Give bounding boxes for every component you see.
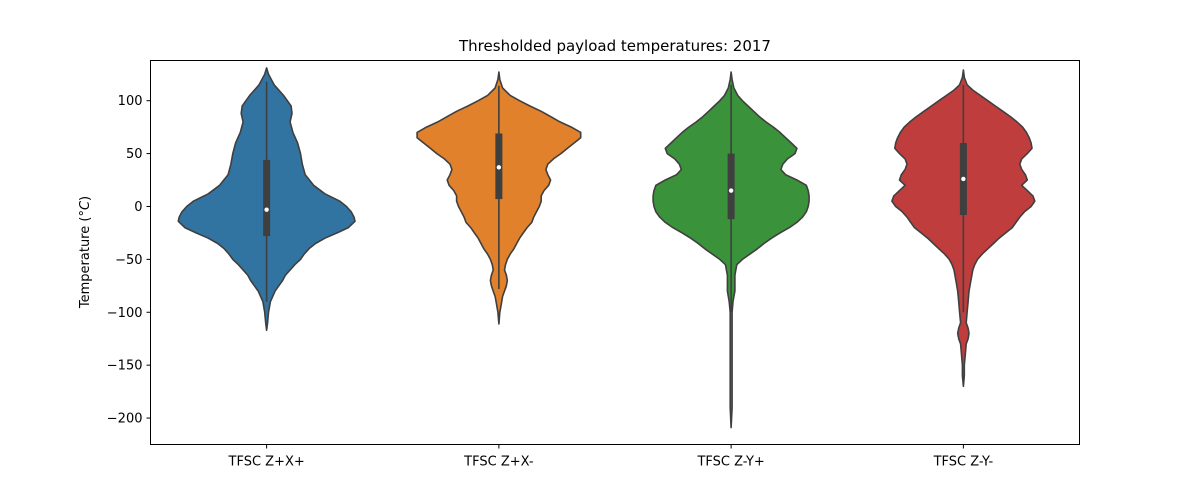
violin-median-point bbox=[496, 165, 502, 170]
x-tick-label: TFSC Z-Y- bbox=[933, 455, 994, 470]
violin-median-point bbox=[728, 188, 734, 193]
y-tick-label: −150 bbox=[107, 359, 143, 374]
y-tick-label: 0 bbox=[134, 200, 142, 215]
violin-iqr-box bbox=[727, 153, 735, 220]
violin-iqr-box bbox=[263, 159, 271, 237]
y-tick-label: −100 bbox=[107, 306, 143, 321]
x-tick-label: TFSC Z+X+ bbox=[228, 455, 305, 470]
x-tick-label: TFSC Z+X- bbox=[463, 455, 534, 470]
violin-median-point bbox=[961, 176, 966, 182]
boxes-layer bbox=[263, 81, 967, 313]
x-tick-label: TFSC Z-Y+ bbox=[696, 455, 764, 470]
x-axis: TFSC Z+X+ TFSC Z+X- TFSC Z-Y+ TFSC Z-Y- bbox=[228, 444, 994, 470]
y-axis: 100 50 0 −50 −100 −150 −200 bbox=[107, 94, 151, 427]
violin-median-point bbox=[264, 207, 269, 212]
chart-title: Thresholded payload temperatures: 2017 bbox=[458, 37, 771, 55]
y-tick-label: 100 bbox=[118, 94, 143, 109]
violins-layer bbox=[177, 67, 1036, 429]
y-tick-label: 50 bbox=[126, 147, 143, 162]
y-tick-label: −200 bbox=[107, 412, 143, 427]
plot-frame bbox=[150, 60, 1080, 445]
y-tick-label: −50 bbox=[115, 253, 142, 268]
y-axis-label: Temperature (°C) bbox=[78, 196, 93, 309]
